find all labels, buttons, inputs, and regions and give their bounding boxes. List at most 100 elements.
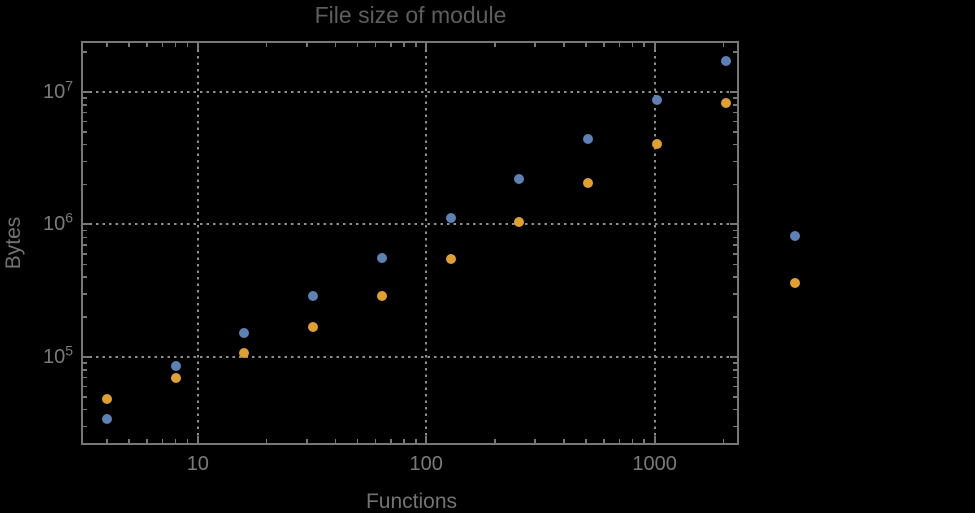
- x-tick: [403, 439, 405, 443]
- y-tick: [733, 131, 737, 133]
- y-tick: [83, 111, 87, 114]
- x-tick: [563, 439, 565, 443]
- x-tick: [603, 439, 605, 443]
- x-tick: [174, 43, 177, 47]
- grid-line-vertical: [653, 43, 656, 443]
- y-tick-label: 107: [42, 77, 73, 103]
- x-tick: [603, 43, 605, 47]
- y-tick: [83, 183, 87, 186]
- y-tick: [83, 385, 87, 388]
- y-tick: [83, 408, 87, 411]
- y-tick: [83, 293, 87, 295]
- y-tick: [83, 229, 87, 232]
- y-tick: [83, 104, 87, 106]
- y-tick: [733, 97, 737, 99]
- x-tick: [306, 439, 308, 443]
- y-tick: [83, 131, 87, 133]
- data-point-series-2-orange: [789, 278, 800, 289]
- x-tick-label: 100: [409, 453, 443, 475]
- data-point-series-2-orange: [514, 217, 525, 228]
- x-tick: [653, 436, 656, 443]
- y-tick: [733, 183, 737, 186]
- y-tick: [733, 408, 737, 411]
- x-tick: [265, 43, 268, 47]
- x-tick: [643, 439, 645, 443]
- y-tick: [733, 263, 737, 266]
- y-tick: [83, 253, 87, 255]
- y-tick: [733, 276, 737, 278]
- x-tick: [534, 439, 536, 443]
- data-point-series-1-blue: [789, 230, 800, 241]
- data-point-series-2-orange: [445, 253, 456, 264]
- y-axis-label: Bytes: [2, 216, 25, 270]
- x-tick: [334, 43, 337, 47]
- x-tick-label: 1000: [632, 453, 677, 475]
- y-tick-exponent: 6: [65, 209, 73, 226]
- x-tick: [186, 43, 189, 47]
- x-tick: [128, 43, 130, 47]
- x-tick: [374, 439, 377, 443]
- x-tick: [585, 43, 587, 47]
- data-point-series-1-blue: [170, 360, 181, 371]
- x-tick: [563, 43, 565, 47]
- x-tick: [425, 436, 428, 443]
- grid-line-vertical: [425, 43, 428, 443]
- y-tick: [83, 425, 87, 428]
- x-tick: [356, 43, 359, 47]
- x-tick: [415, 43, 417, 47]
- y-tick: [733, 376, 737, 379]
- grid-line-vertical: [196, 43, 199, 443]
- x-tick: [174, 439, 177, 443]
- x-tick: [494, 439, 496, 443]
- x-tick: [631, 43, 634, 47]
- data-point-series-1-blue: [652, 95, 663, 105]
- y-tick: [83, 362, 87, 364]
- x-tick: [494, 43, 496, 47]
- x-tick: [128, 439, 130, 443]
- x-tick: [146, 43, 148, 47]
- y-tick-label: 106: [42, 209, 73, 236]
- y-tick: [83, 369, 87, 371]
- x-tick: [390, 439, 392, 443]
- y-tick: [733, 111, 737, 114]
- y-tick: [83, 97, 87, 99]
- y-tick: [733, 143, 737, 146]
- x-tick-label: 10: [186, 453, 209, 475]
- y-tick: [83, 376, 87, 379]
- y-tick: [83, 236, 87, 239]
- x-tick: [643, 43, 645, 47]
- y-tick: [733, 104, 737, 106]
- x-axis-label: Functions: [365, 490, 458, 513]
- x-tick: [425, 43, 428, 50]
- data-point-series-1-blue: [514, 174, 525, 185]
- y-tick-label: 105: [42, 342, 73, 368]
- data-point-series-2-orange: [720, 97, 731, 108]
- data-point-series-1-blue: [445, 212, 456, 223]
- data-point-series-1-blue: [239, 327, 250, 338]
- plot-frame: [81, 41, 739, 445]
- x-tick: [618, 43, 621, 47]
- x-tick: [403, 43, 405, 47]
- y-tick: [83, 356, 90, 358]
- x-tick: [196, 43, 199, 50]
- data-point-series-2-orange: [239, 348, 250, 359]
- x-tick: [161, 439, 164, 443]
- x-tick: [653, 43, 656, 50]
- y-tick: [733, 244, 737, 246]
- y-tick: [83, 223, 90, 226]
- data-point-series-1-blue: [583, 134, 594, 145]
- data-point-series-1-blue: [720, 56, 731, 67]
- y-tick: [733, 425, 737, 428]
- x-tick: [415, 439, 417, 443]
- x-tick: [585, 439, 587, 443]
- y-tick: [733, 120, 737, 123]
- x-tick: [265, 439, 268, 443]
- y-tick: [83, 51, 87, 53]
- grid-line-horizontal: [83, 223, 737, 226]
- data-point-series-1-blue: [376, 252, 387, 263]
- x-tick: [306, 43, 308, 47]
- y-tick: [733, 362, 737, 364]
- y-tick: [730, 90, 737, 93]
- y-tick: [83, 276, 87, 278]
